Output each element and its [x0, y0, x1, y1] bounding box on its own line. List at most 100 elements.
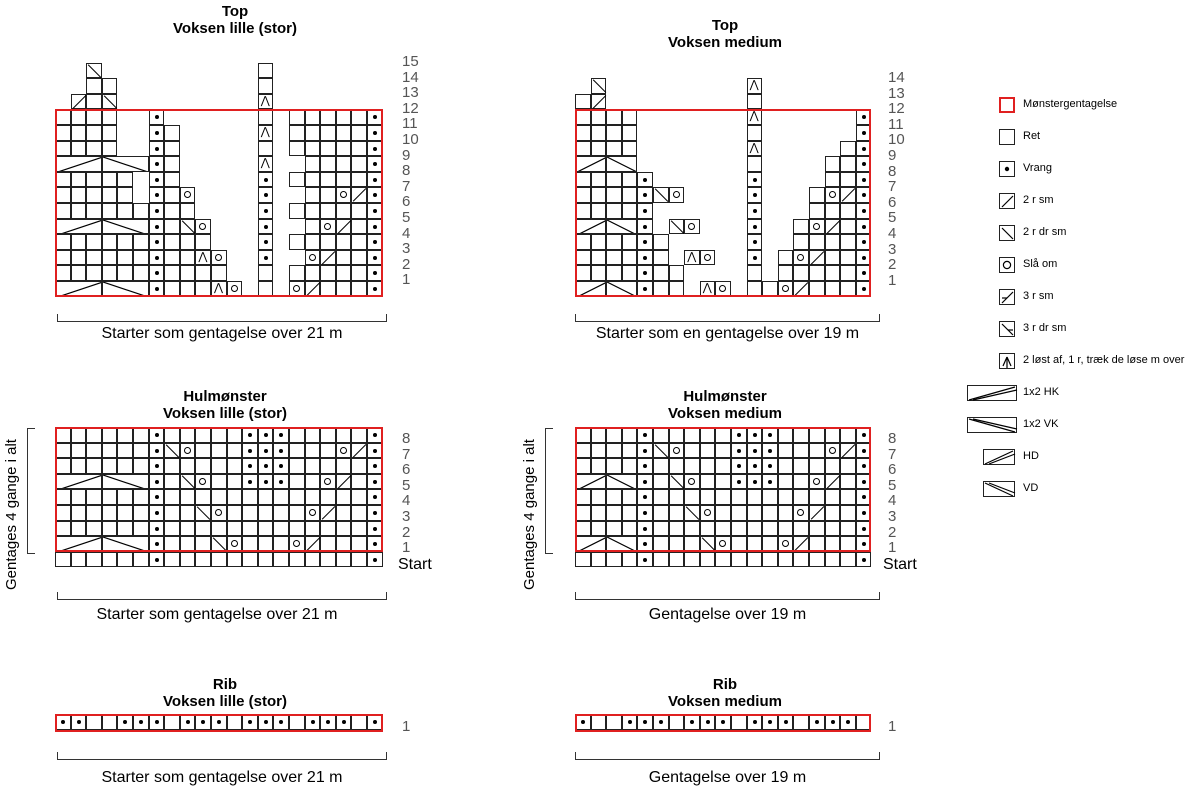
- stitch-cell: [195, 473, 211, 490]
- stitch-cell: [335, 234, 352, 250]
- stitch-cell: [164, 458, 180, 474]
- stitch-cell: [653, 520, 669, 537]
- stitch-cell: [55, 171, 71, 188]
- stitch-cell: [117, 714, 133, 730]
- stitch-cell: [621, 714, 638, 730]
- stitch-cell: [133, 505, 149, 521]
- chart-title-line2: Voksen lille (stor): [163, 693, 287, 710]
- stitch-cell: [86, 265, 102, 281]
- row-number: 3: [402, 240, 411, 258]
- stitch-cell: [840, 265, 856, 281]
- stitch-cell: [699, 442, 716, 459]
- stitch-cell: [367, 520, 383, 537]
- stitch-cell: [367, 427, 383, 443]
- chart-title-line2: Voksen medium: [668, 34, 782, 51]
- stitch-cell: [777, 551, 794, 568]
- cable-right-cross: [55, 156, 102, 172]
- stitch-cell: [621, 203, 638, 219]
- stitch-cell: [793, 536, 809, 552]
- stitch-cell: [637, 473, 653, 490]
- span-bracket: [575, 314, 880, 322]
- legend-item: 3 r dr sm: [965, 319, 1195, 341]
- stitch-cell: [590, 140, 607, 157]
- stitch-cell: [55, 551, 71, 568]
- center-column-stitch: [746, 171, 763, 188]
- stitch-cell: [304, 489, 321, 505]
- purl-stitch: [148, 265, 165, 281]
- chart-title-lace-small: Hulmønster Voksen lille (stor): [110, 388, 340, 422]
- stitch-cell: [70, 234, 87, 250]
- stitch-cell: [55, 520, 71, 537]
- chart-title-line2: Voksen medium: [668, 693, 782, 710]
- stitch-cell: [304, 203, 321, 219]
- stitch-cell: [590, 458, 607, 474]
- chart-title-line1: Top: [711, 17, 739, 34]
- stitch-cell: [304, 281, 321, 297]
- stitch-cell: [684, 505, 700, 521]
- repeat-bracket: [27, 428, 35, 554]
- stitch-cell: [164, 171, 180, 188]
- stitch-cell: [164, 281, 180, 297]
- row-number: 7: [402, 445, 411, 463]
- row-number: 5: [888, 209, 897, 227]
- stitch-cell: [824, 218, 841, 235]
- stitch-cell: [777, 265, 794, 281]
- row-number: 4: [402, 492, 411, 510]
- purl-stitch: [762, 442, 778, 459]
- legend-label: 3 r dr sm: [1023, 322, 1067, 334]
- stitch-cell: [320, 714, 336, 730]
- stitch-cell: [824, 505, 841, 521]
- stitch-cell: [273, 489, 289, 505]
- stitch-cell: [653, 265, 669, 281]
- cable-left-cross: [606, 536, 638, 552]
- stitch-cell: [606, 109, 622, 125]
- stitch-cell: [179, 265, 196, 281]
- stitch-cell: [211, 427, 227, 443]
- stitch-cell: [320, 249, 336, 266]
- stitch-cell: [211, 442, 227, 459]
- stitch-cell: [273, 536, 289, 552]
- stitch-cell: [148, 427, 165, 443]
- stitch-cell: [101, 171, 118, 188]
- stitch-cell: [590, 265, 607, 281]
- stitch-cell: [840, 473, 856, 490]
- stitch-cell: [367, 156, 383, 172]
- stitch-cell: [575, 249, 591, 266]
- stitch-cell: [809, 234, 825, 250]
- stitch-cell: [575, 109, 591, 125]
- stitch-cell: [684, 551, 700, 568]
- chart-title-top-medium: Top Voksen medium: [610, 17, 840, 51]
- stitch-cell: [320, 489, 336, 505]
- stitch-cell: [606, 249, 622, 266]
- stitch-cell: [637, 714, 653, 730]
- stitch-cell: [840, 281, 856, 297]
- center-column-stitch: [746, 249, 763, 266]
- stitch-cell: [840, 140, 856, 157]
- stitch-cell: [590, 442, 607, 459]
- row-number: 5: [888, 476, 897, 494]
- stitch-cell: [699, 714, 716, 730]
- span-bracket: [57, 752, 387, 760]
- row-number: 8: [888, 162, 897, 180]
- stitch-cell: [637, 265, 653, 281]
- stitch-cell: [590, 249, 607, 266]
- stitch-cell: [351, 427, 367, 443]
- stitch-cell: [575, 489, 591, 505]
- stitch-cell: [699, 427, 716, 443]
- stitch-cell: [304, 458, 321, 474]
- row-number: 2: [402, 255, 411, 273]
- stitch-cell: [367, 218, 383, 235]
- stitch-cell: [590, 109, 607, 125]
- stitch-cell: [606, 203, 622, 219]
- stitch-cell: [304, 125, 321, 141]
- stitch-cell: [211, 249, 227, 266]
- stitch-cell: [575, 234, 591, 250]
- stitch-cell: [335, 505, 352, 521]
- stitch-cell: [195, 536, 211, 552]
- stitch-cell: [855, 109, 872, 125]
- stitch-cell: [70, 125, 87, 141]
- stitch-cell: [257, 520, 274, 537]
- stitch-cell: [684, 249, 700, 266]
- stitch-cell: [699, 489, 716, 505]
- stitch-cell: [668, 265, 685, 281]
